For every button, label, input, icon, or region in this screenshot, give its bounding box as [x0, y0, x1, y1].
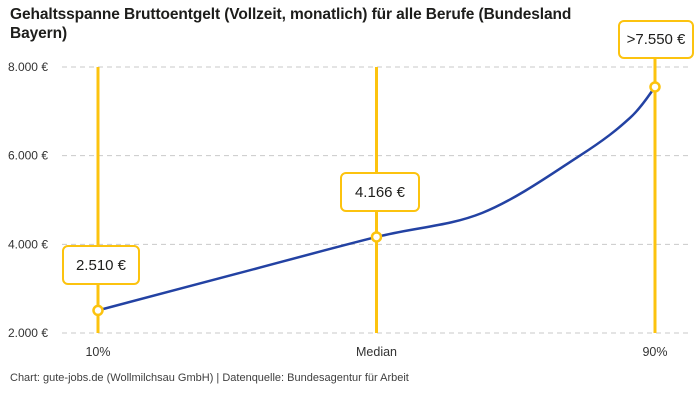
- salary-curve-line: [96, 85, 657, 312]
- chart-title: Gehaltsspanne Bruttoentgelt (Vollzeit, m…: [10, 6, 572, 42]
- annotation-box-percentile-10: 2.510 €: [62, 245, 140, 285]
- data-point-marker: [370, 231, 383, 243]
- chart-attribution: Chart: gute-jobs.de (Wollmilchsau GmbH) …: [10, 372, 409, 384]
- y-axis-tick-label: 8.000 €: [8, 60, 48, 74]
- data-point-marker: [92, 304, 104, 317]
- y-axis-tick-label: 2.000 €: [8, 326, 48, 340]
- x-axis-tick-label: Median: [356, 345, 397, 359]
- data-point-marker: [649, 81, 661, 93]
- y-axis-tick-label: 4.000 €: [8, 237, 48, 251]
- y-axis-tick-label: 6.000 €: [8, 149, 48, 163]
- x-axis-tick-label: 10%: [85, 345, 110, 359]
- annotation-box-percentile-90: >7.550 €: [618, 20, 694, 59]
- annotation-box-median: 4.166 €: [340, 172, 420, 212]
- x-axis-tick-label: 90%: [642, 345, 667, 359]
